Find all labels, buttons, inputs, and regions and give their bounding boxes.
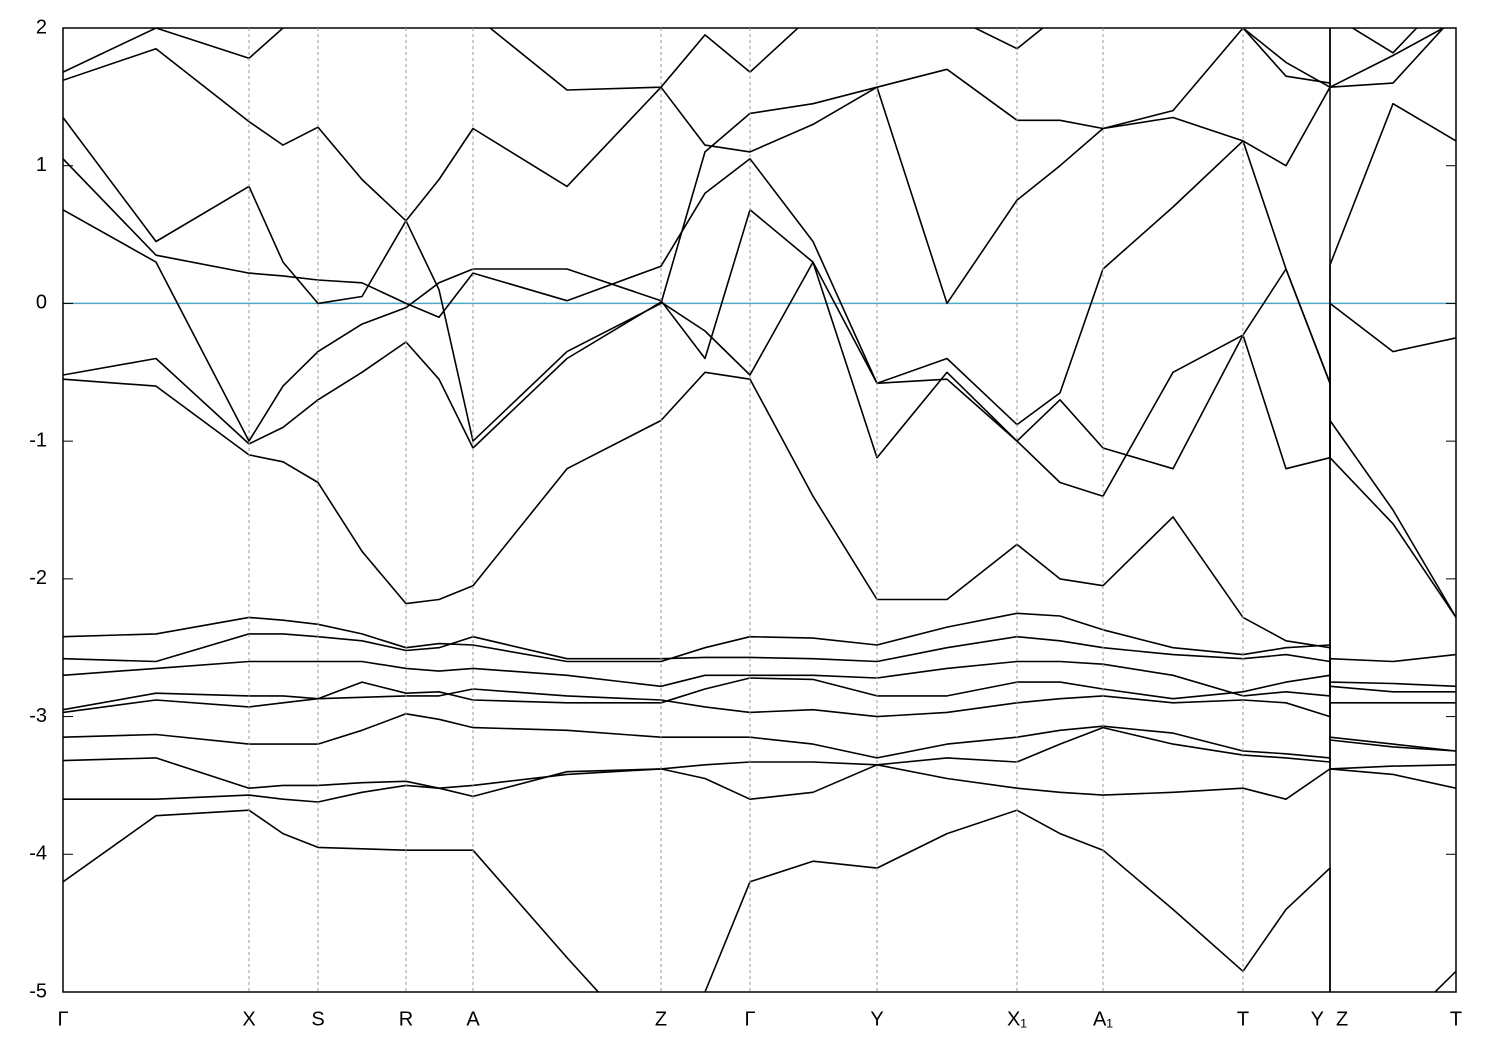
y-tick-label: -5 — [29, 980, 47, 1002]
band-line — [63, 28, 1445, 442]
y-tick-label: 1 — [36, 154, 47, 176]
y-tick-label: 0 — [36, 292, 47, 314]
x-tick-label: Y — [870, 1008, 883, 1030]
x-tick-label: Z — [1336, 1008, 1348, 1030]
x-tick-label: X — [242, 1008, 255, 1030]
band-line — [63, 102, 1456, 426]
band-line — [63, 674, 1456, 711]
band-line — [63, 726, 1456, 800]
y-tick-label: -3 — [29, 705, 47, 727]
x-tick-label: X₁ — [1007, 1008, 1027, 1030]
plot-frame — [62, 27, 1457, 993]
band-line — [63, 688, 1456, 718]
band-line — [63, 761, 1456, 803]
y-tick-label: -4 — [29, 843, 47, 865]
y-tick-label: 2 — [36, 16, 47, 38]
band-line — [63, 653, 1456, 697]
y-tick-label: -2 — [29, 567, 47, 589]
band-line — [63, 261, 1456, 470]
x-tick-label: R — [399, 1008, 413, 1030]
y-tick-label: -1 — [29, 429, 47, 451]
band-line — [63, 809, 1456, 992]
band-line — [63, 371, 1456, 649]
band-line — [63, 209, 1456, 618]
x-tick-label: S — [311, 1008, 324, 1030]
x-tick-label: A₁ — [1093, 1008, 1113, 1030]
band-line — [63, 633, 1456, 688]
x-tick-label: Y — [1311, 1008, 1324, 1030]
band-line — [63, 612, 1456, 752]
x-tick-label: A — [466, 1008, 480, 1030]
x-tick-label: Z — [655, 1008, 667, 1030]
x-tick-label: Γ — [57, 1008, 68, 1030]
plot-area — [63, 28, 1456, 992]
band-line — [63, 713, 1456, 770]
band-line — [63, 28, 1418, 91]
x-tick-label: T — [1237, 1008, 1249, 1030]
x-tick-label: Γ — [744, 1008, 755, 1030]
band-line — [63, 28, 1446, 305]
x-tick-label: T — [1450, 1008, 1462, 1030]
